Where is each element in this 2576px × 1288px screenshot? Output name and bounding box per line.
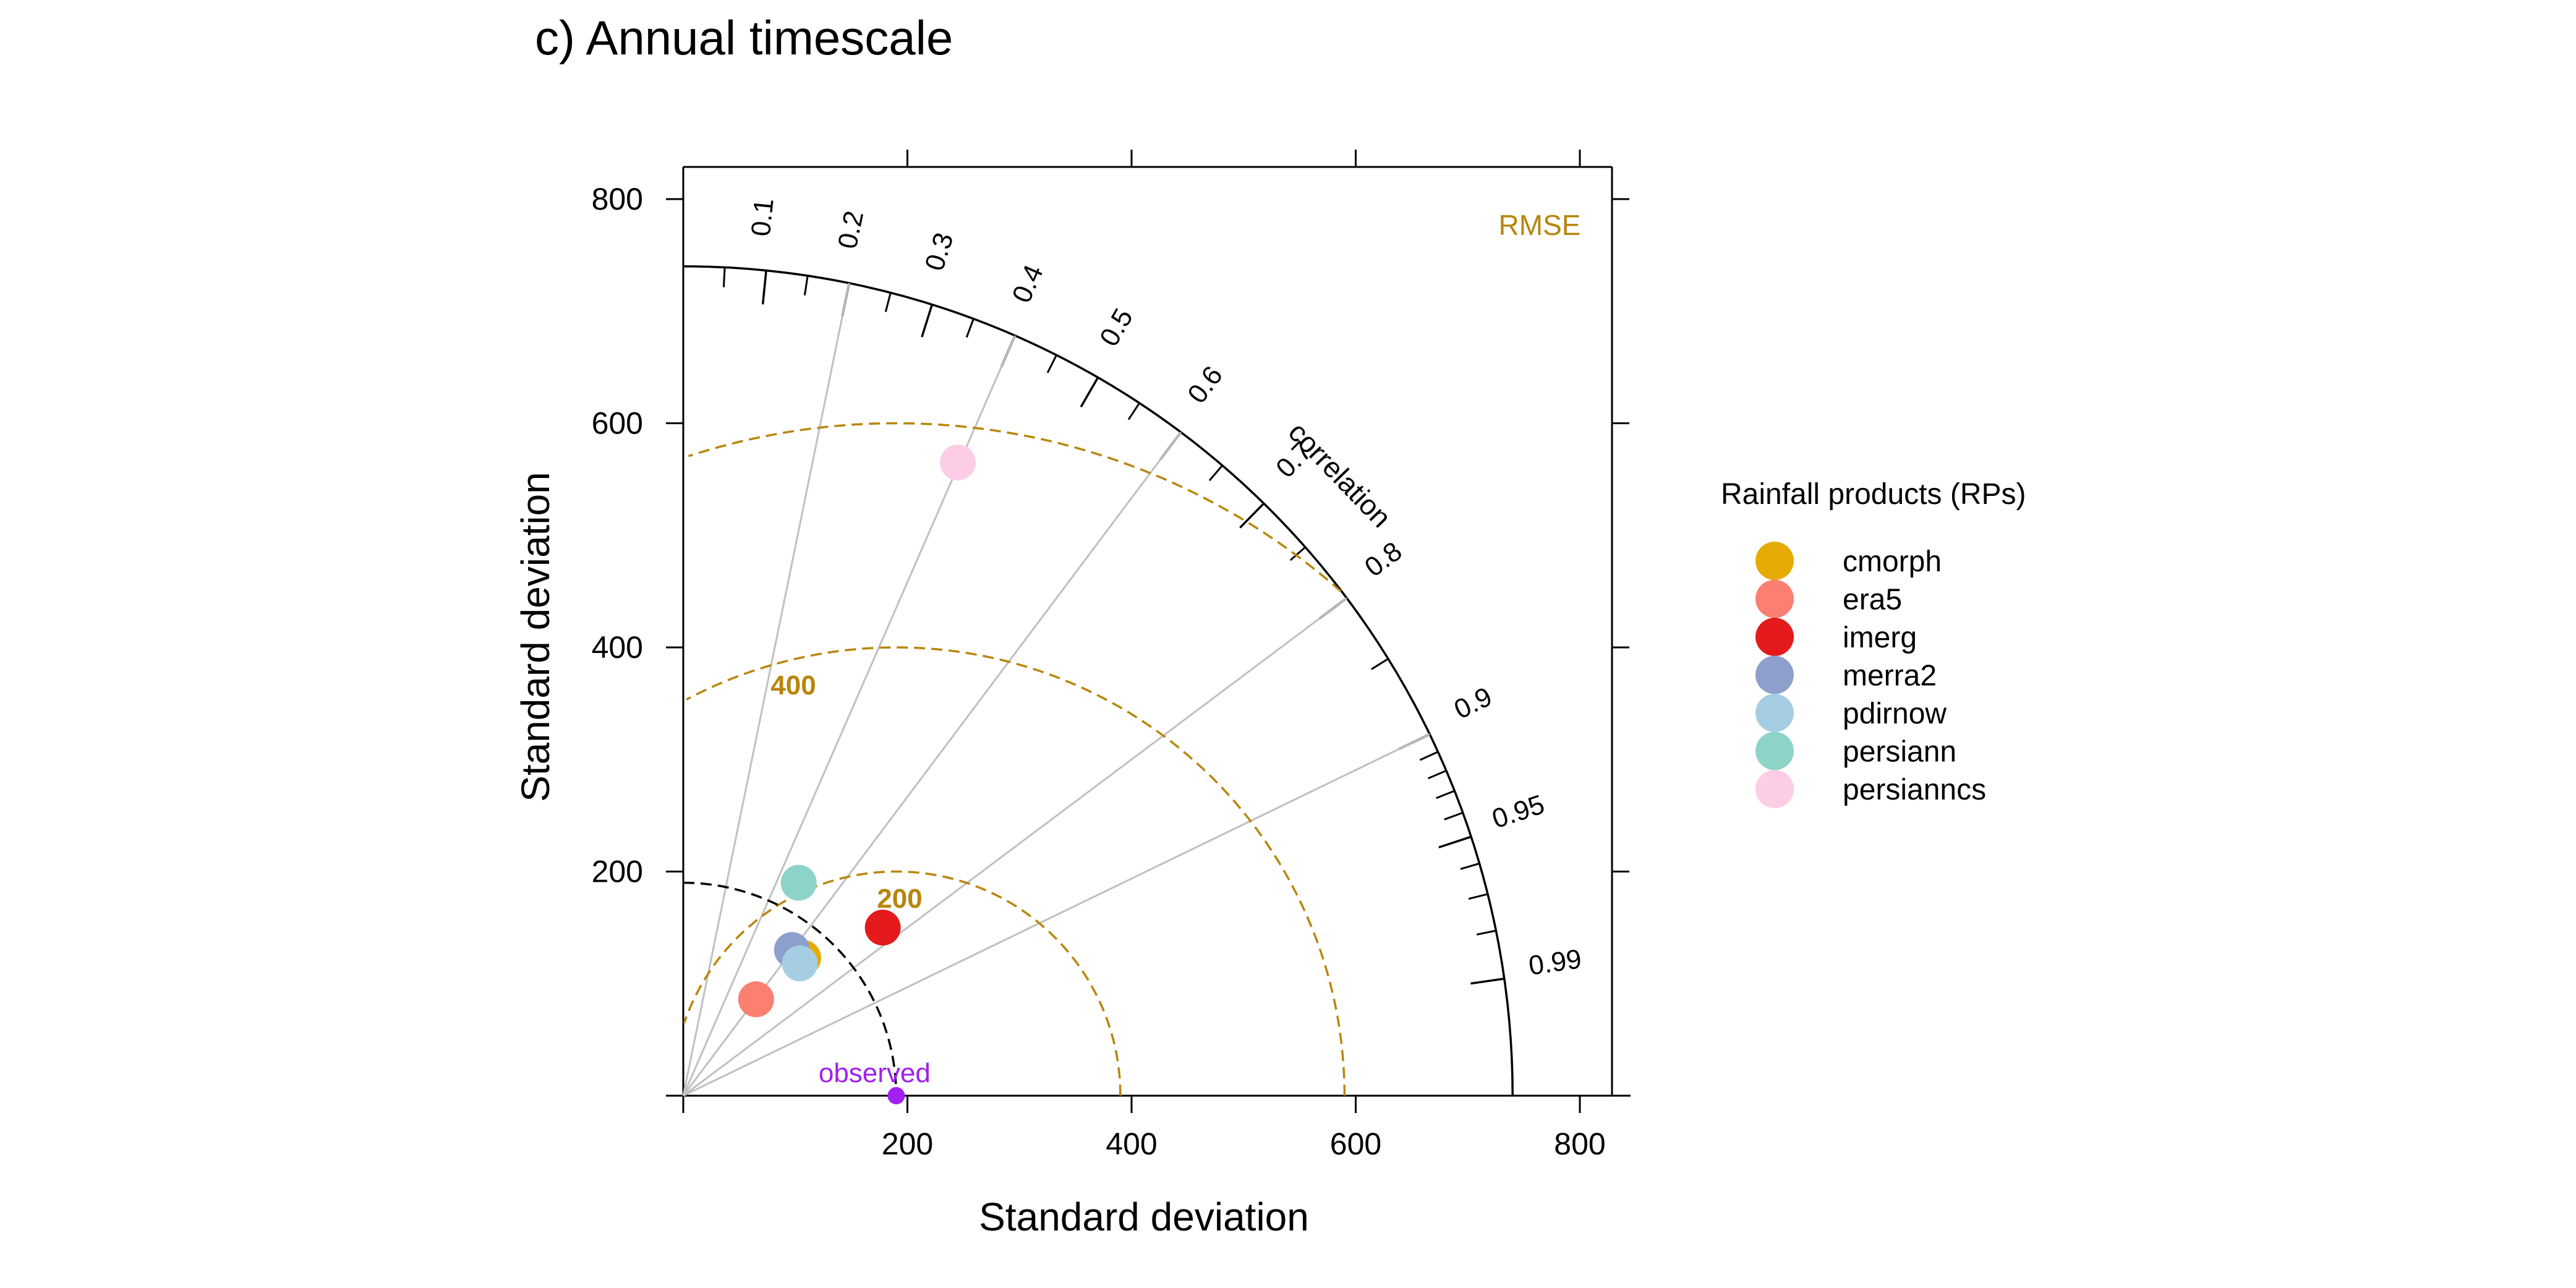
x-axis-label: Standard deviation	[979, 1195, 1309, 1239]
observed-sd-arc	[683, 881, 898, 1096]
rmse-label-200: 200	[877, 884, 922, 914]
correlation-minor-tick	[1371, 658, 1389, 670]
x-tick-label: 600	[1330, 1127, 1381, 1161]
correlation-minor-tick	[1419, 751, 1439, 761]
correlation-minor-tick	[1444, 811, 1464, 821]
correlation-label: 0.8	[1359, 536, 1407, 583]
legend-label: imerg	[1843, 621, 1917, 654]
correlation-label: 0.95	[1488, 789, 1548, 834]
correlation-label: 0.2	[832, 208, 869, 252]
correlation-minor-tick	[965, 318, 975, 338]
correlation-gridline	[683, 597, 1347, 1097]
correlation-major-tick	[1470, 978, 1505, 985]
legend-swatch	[1755, 655, 1794, 694]
correlation-minor-tick	[1289, 546, 1306, 561]
rmse-contour	[688, 422, 1342, 592]
correlation-minor-tick	[1436, 790, 1455, 800]
max-sd-arc	[683, 265, 1514, 1096]
data-point-persiann	[780, 864, 817, 901]
correlation-label: 0.6	[1182, 360, 1229, 409]
legend-label: pdirnow	[1843, 697, 1947, 730]
rmse-contour	[686, 646, 1346, 1096]
correlation-label: 0.5	[1094, 304, 1139, 351]
legend-label: persianncs	[1843, 774, 1986, 806]
correlation-minor-tick	[722, 267, 726, 288]
legend-swatch	[1755, 618, 1794, 656]
correlation-label: 0.9	[1449, 681, 1496, 725]
correlation-minor-tick	[1468, 893, 1488, 900]
legend-label: cmorph	[1843, 545, 1942, 578]
rmse-label-400: 400	[770, 670, 816, 701]
y-axis-label: Standard deviation	[513, 472, 558, 802]
observed-label: observed	[819, 1058, 931, 1088]
legend-label: persiann	[1843, 736, 1956, 769]
correlation-minor-tick	[1476, 929, 1496, 936]
correlation-label: 0.1	[746, 197, 780, 238]
legend-swatch	[1755, 542, 1794, 580]
chart-title: c) Annual timescale	[535, 11, 953, 65]
correlation-minor-tick	[1427, 769, 1447, 780]
correlation-minor-tick	[884, 292, 892, 312]
correlation-minor-tick	[1460, 863, 1480, 870]
data-point-persianncs	[940, 444, 976, 480]
x-tick-label: 400	[1106, 1127, 1157, 1161]
y-tick-label: 200	[592, 855, 643, 889]
legend-swatch	[1755, 694, 1794, 732]
legend-swatch	[1755, 731, 1794, 770]
observed-point	[887, 1087, 905, 1104]
correlation-minor-tick	[1046, 354, 1057, 373]
correlation-major-tick	[1438, 835, 1472, 849]
correlation-label: 0.4	[1007, 260, 1049, 307]
y-tick-label: 800	[592, 182, 643, 216]
y-tick-label: 400	[592, 630, 643, 665]
correlation-label: 0.3	[919, 229, 959, 275]
correlation-major-tick	[921, 304, 934, 338]
rmse-contour	[683, 870, 1122, 1096]
legend-swatch	[1755, 770, 1794, 808]
x-tick-label: 800	[1554, 1127, 1605, 1161]
correlation-gridline	[683, 733, 1430, 1097]
correlation-major-tick	[1080, 377, 1099, 407]
correlation-minor-tick	[1208, 464, 1223, 482]
correlation-major-tick	[1239, 502, 1265, 529]
legend-label: era5	[1843, 584, 1902, 616]
x-tick-label: 200	[882, 1127, 933, 1161]
correlation-minor-tick	[1127, 403, 1140, 420]
correlation-minor-tick	[803, 275, 809, 296]
legend-title: Rainfall products (RPs)	[1721, 478, 2026, 511]
correlation-label: 0.99	[1527, 944, 1584, 981]
data-point-pdirnow	[782, 945, 818, 982]
rmse-title: RMSE	[1499, 209, 1581, 241]
y-tick-label: 600	[592, 406, 643, 441]
data-point-imerg	[864, 910, 901, 946]
correlation-gridline	[682, 283, 850, 1096]
data-point-era5	[738, 981, 774, 1018]
correlation-major-tick	[761, 270, 767, 305]
legend-label: merra2	[1843, 660, 1937, 693]
legend-swatch	[1755, 579, 1794, 618]
